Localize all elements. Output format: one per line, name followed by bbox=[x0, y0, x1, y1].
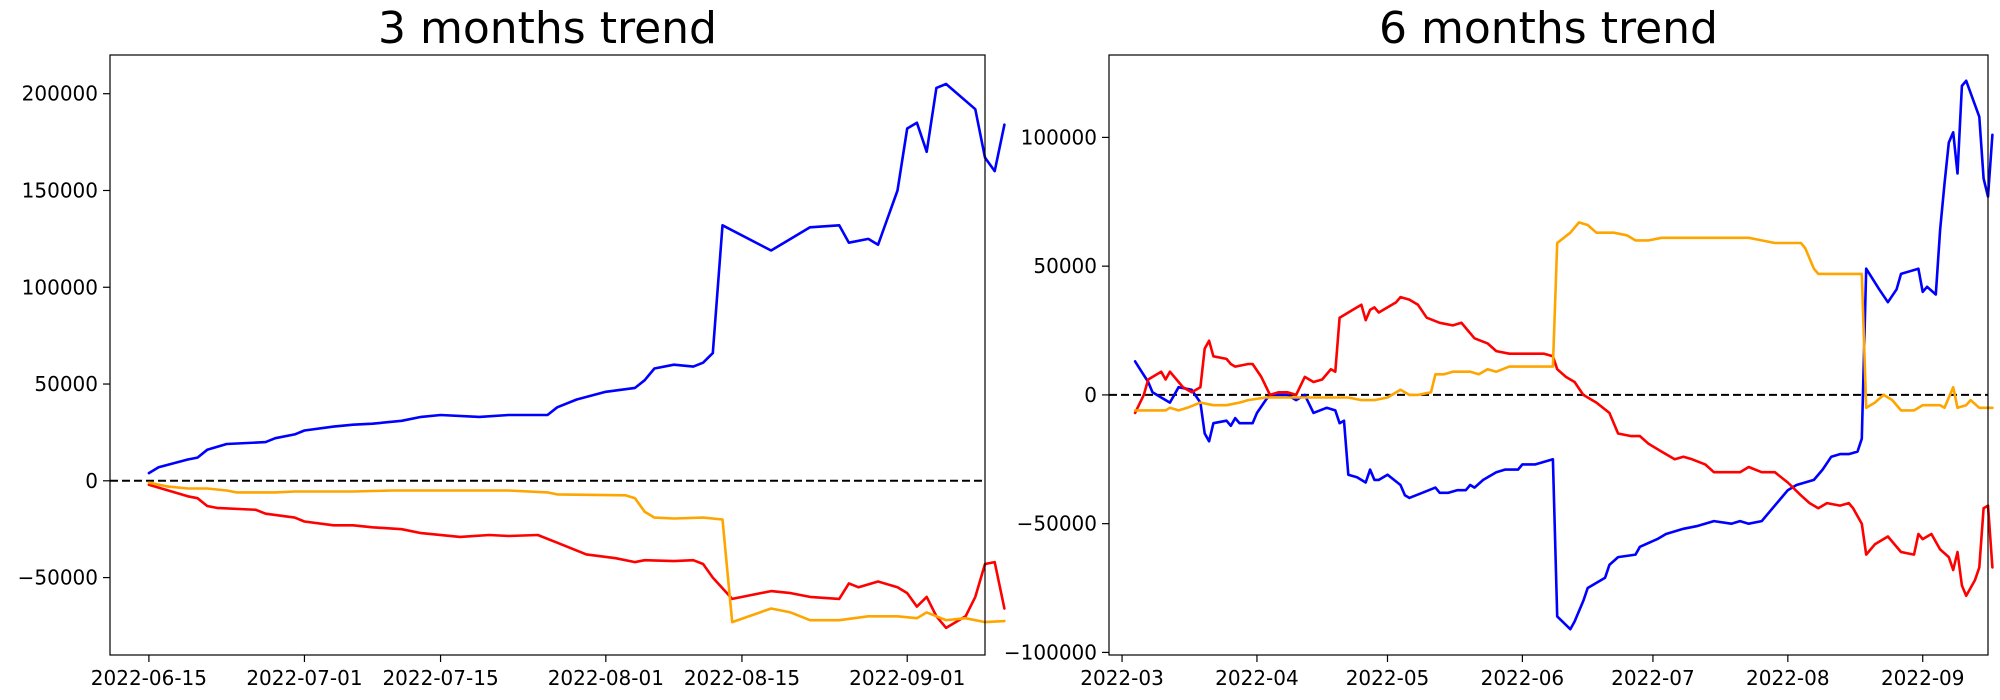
x-tick-label: 2022-08-15 bbox=[684, 666, 800, 690]
x-tick-label: 2022-09-01 bbox=[849, 666, 965, 690]
x-tick-label: 2022-09 bbox=[1881, 666, 1965, 690]
y-tick-label: 100000 bbox=[22, 275, 98, 299]
y-tick-label: 50000 bbox=[1033, 254, 1097, 278]
plot-frame bbox=[109, 54, 986, 656]
y-tick-label: 0 bbox=[85, 469, 98, 493]
y-tick-label: −50000 bbox=[1017, 512, 1097, 536]
y-tick-label: 50000 bbox=[34, 372, 98, 396]
y-tick-label: −50000 bbox=[18, 566, 98, 590]
x-tick-label: 2022-07-15 bbox=[382, 666, 498, 690]
x-tick-label: 2022-07-01 bbox=[246, 666, 362, 690]
y-tick-label: 0 bbox=[1084, 383, 1097, 407]
y-tick-label: 150000 bbox=[22, 178, 98, 202]
series-line-1 bbox=[1133, 79, 1994, 631]
x-tick-label: 2022-06-15 bbox=[91, 666, 207, 690]
x-tick-label: 2022-04 bbox=[1215, 666, 1299, 690]
series-line-3 bbox=[147, 481, 1006, 624]
x-tick-label: 2022-06 bbox=[1481, 666, 1565, 690]
chart-title: 6 months trend bbox=[1379, 3, 1718, 54]
y-tick-label: 200000 bbox=[22, 82, 98, 106]
chart-3-months: 3 months trend −50000 0 50000 100000 150000 20… bbox=[18, 3, 1006, 690]
series-line-3 bbox=[1133, 221, 1994, 412]
y-tick-label: 100000 bbox=[1021, 125, 1097, 149]
series-line-2 bbox=[147, 483, 1006, 630]
x-tick-label: 2022-08-01 bbox=[548, 666, 664, 690]
chart-6-months: 6 months trend −100000 −50000 0 50000 100000 2… bbox=[1004, 3, 1994, 690]
y-tick-label: −100000 bbox=[1004, 640, 1097, 664]
x-tick-label: 2022-03 bbox=[1080, 666, 1164, 690]
x-tick-label: 2022-05 bbox=[1346, 666, 1430, 690]
chart-title: 3 months trend bbox=[378, 3, 717, 54]
x-tick-label: 2022-08 bbox=[1746, 666, 1830, 690]
series-line-1 bbox=[147, 82, 1006, 475]
series-line-2 bbox=[1133, 295, 1994, 598]
plot-frame bbox=[1108, 54, 1989, 656]
x-tick-label: 2022-07 bbox=[1611, 666, 1695, 690]
